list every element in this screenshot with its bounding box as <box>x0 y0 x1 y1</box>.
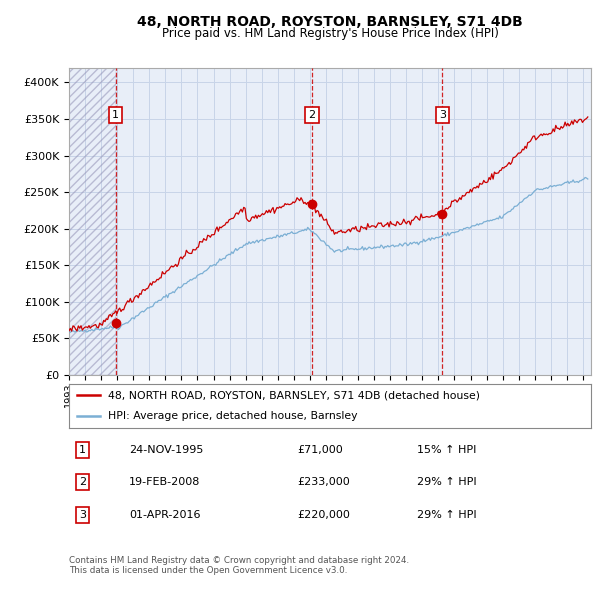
Text: 29% ↑ HPI: 29% ↑ HPI <box>417 510 476 520</box>
Text: 01-APR-2016: 01-APR-2016 <box>129 510 200 520</box>
Text: 15% ↑ HPI: 15% ↑ HPI <box>417 445 476 455</box>
Text: 1: 1 <box>112 110 119 120</box>
Text: 24-NOV-1995: 24-NOV-1995 <box>129 445 203 455</box>
Text: £233,000: £233,000 <box>297 477 350 487</box>
Text: 29% ↑ HPI: 29% ↑ HPI <box>417 477 476 487</box>
Text: 2: 2 <box>79 477 86 487</box>
Text: 48, NORTH ROAD, ROYSTON, BARNSLEY, S71 4DB (detached house): 48, NORTH ROAD, ROYSTON, BARNSLEY, S71 4… <box>108 391 480 401</box>
Text: £220,000: £220,000 <box>297 510 350 520</box>
Text: 3: 3 <box>439 110 446 120</box>
Text: 48, NORTH ROAD, ROYSTON, BARNSLEY, S71 4DB: 48, NORTH ROAD, ROYSTON, BARNSLEY, S71 4… <box>137 15 523 29</box>
Text: 3: 3 <box>79 510 86 520</box>
Text: 19-FEB-2008: 19-FEB-2008 <box>129 477 200 487</box>
Text: HPI: Average price, detached house, Barnsley: HPI: Average price, detached house, Barn… <box>108 411 358 421</box>
Text: 1: 1 <box>79 445 86 455</box>
Text: Contains HM Land Registry data © Crown copyright and database right 2024.
This d: Contains HM Land Registry data © Crown c… <box>69 556 409 575</box>
Text: Price paid vs. HM Land Registry's House Price Index (HPI): Price paid vs. HM Land Registry's House … <box>161 27 499 40</box>
Text: 2: 2 <box>308 110 316 120</box>
Text: £71,000: £71,000 <box>297 445 343 455</box>
